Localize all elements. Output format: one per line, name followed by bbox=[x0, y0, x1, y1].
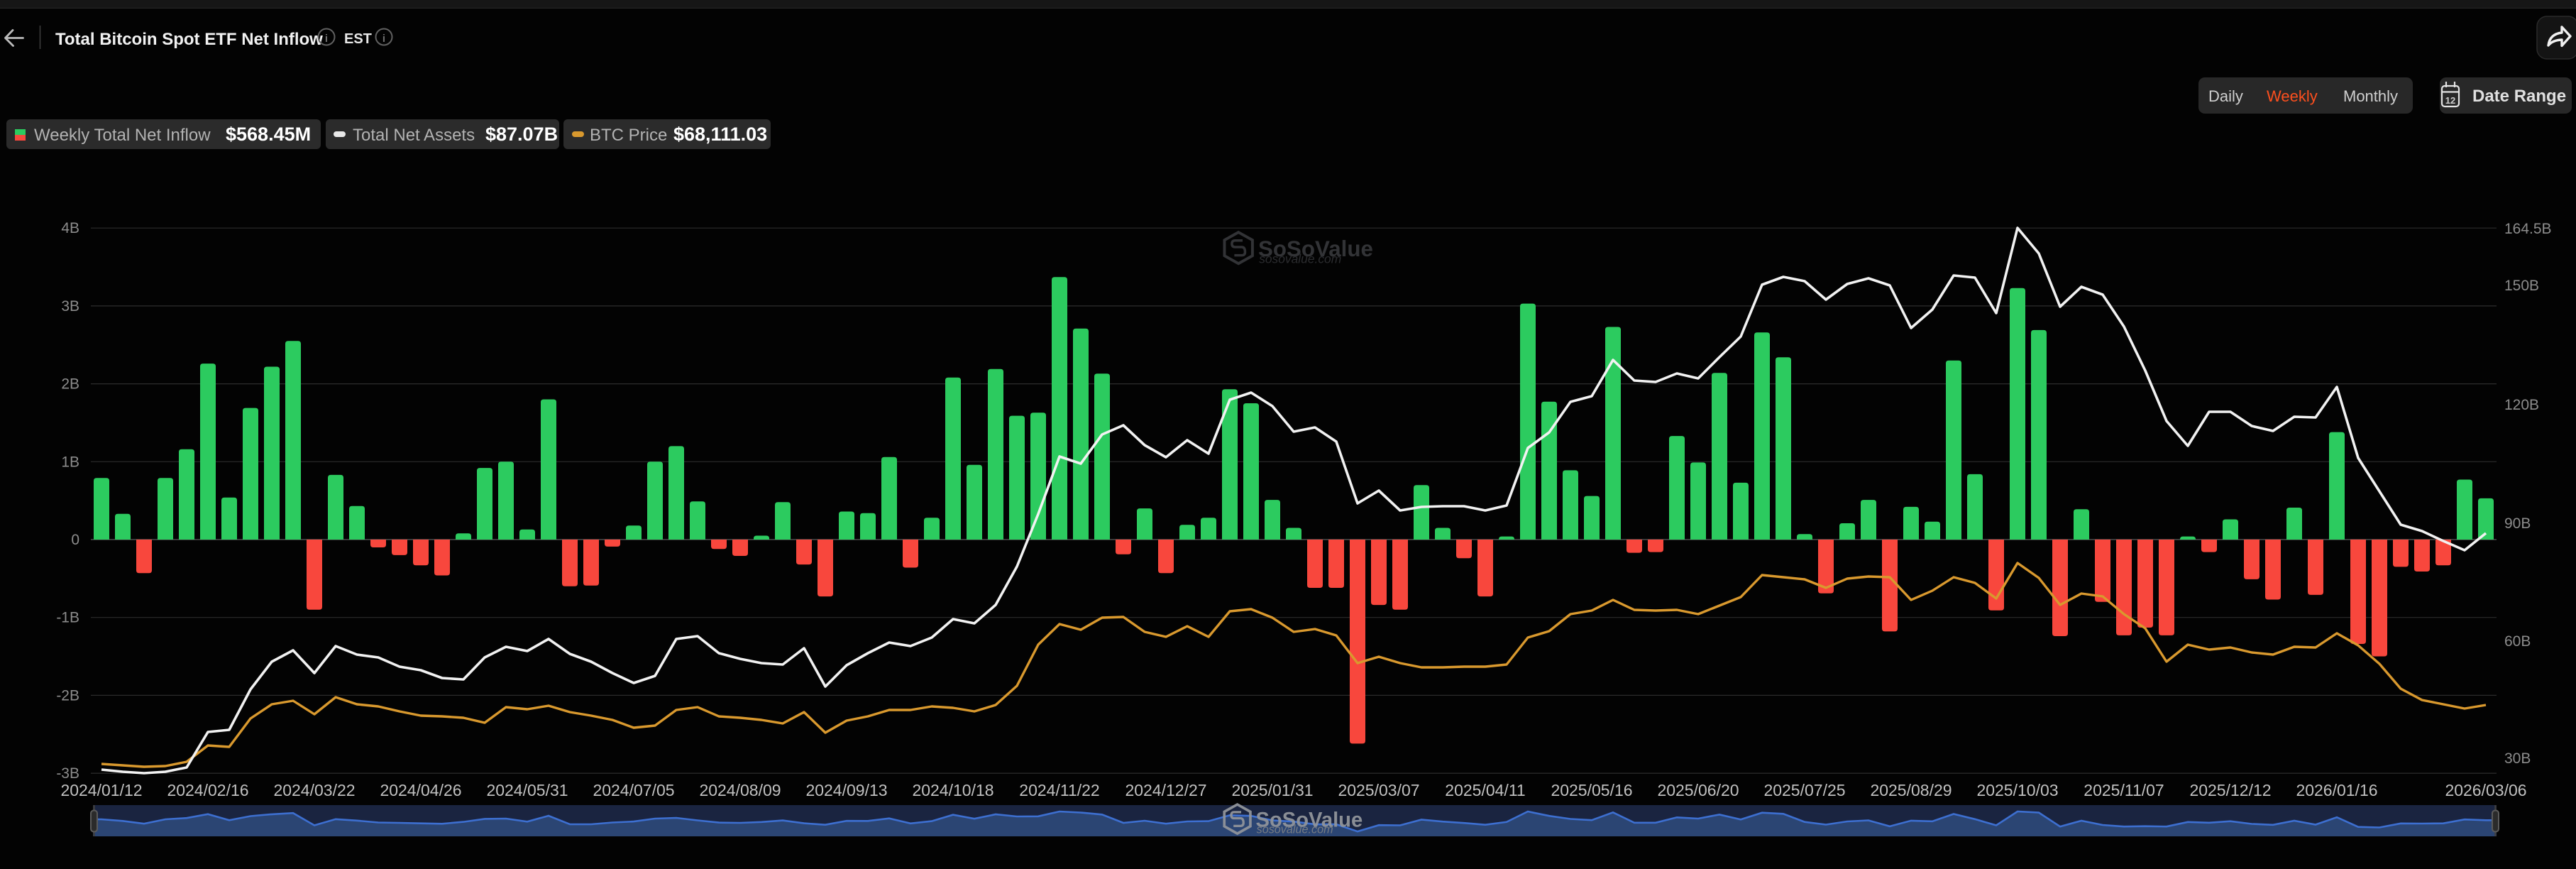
svg-text:2024/02/16: 2024/02/16 bbox=[167, 781, 248, 799]
svg-text:Total Bitcoin Spot ETF Net Inf: Total Bitcoin Spot ETF Net Inflow bbox=[55, 30, 323, 49]
svg-text:2024/01/12: 2024/01/12 bbox=[60, 781, 142, 799]
svg-text:2024/04/26: 2024/04/26 bbox=[380, 781, 461, 799]
svg-text:i: i bbox=[325, 33, 328, 45]
svg-text:2024/12/27: 2024/12/27 bbox=[1125, 781, 1206, 799]
svg-text:SoSoValue: SoSoValue bbox=[1258, 236, 1373, 261]
svg-text:-1B: -1B bbox=[56, 610, 79, 626]
svg-text:sosovalue.com: sosovalue.com bbox=[1257, 824, 1333, 836]
svg-text:60B: 60B bbox=[2504, 633, 2531, 650]
svg-text:2025/08/29: 2025/08/29 bbox=[1870, 781, 1952, 799]
svg-text:Monthly: Monthly bbox=[2343, 87, 2398, 105]
svg-text:Weekly Total Net Inflow: Weekly Total Net Inflow bbox=[34, 126, 211, 145]
svg-text:2025/07/25: 2025/07/25 bbox=[1763, 781, 1845, 799]
svg-text:$568.45M: $568.45M bbox=[226, 124, 311, 145]
svg-text:2024/11/22: 2024/11/22 bbox=[1019, 781, 1099, 799]
svg-text:$68,111.03: $68,111.03 bbox=[673, 124, 767, 145]
svg-text:i: i bbox=[382, 33, 385, 45]
svg-text:2024/03/22: 2024/03/22 bbox=[273, 781, 355, 799]
svg-text:BTC Price: BTC Price bbox=[590, 126, 667, 145]
svg-text:2026/03/06: 2026/03/06 bbox=[2445, 781, 2526, 799]
svg-text:90B: 90B bbox=[2504, 515, 2531, 532]
svg-text:sosovalue.com: sosovalue.com bbox=[1259, 252, 1341, 266]
svg-text:4B: 4B bbox=[61, 220, 79, 236]
svg-text:2025/11/07: 2025/11/07 bbox=[2084, 781, 2164, 799]
svg-text:EST: EST bbox=[344, 31, 372, 47]
svg-text:Date Range: Date Range bbox=[2472, 87, 2566, 106]
svg-text:12: 12 bbox=[2445, 95, 2455, 106]
svg-text:-3B: -3B bbox=[56, 765, 79, 782]
svg-text:2B: 2B bbox=[61, 376, 79, 393]
svg-text:2025/04/11: 2025/04/11 bbox=[1445, 781, 1525, 799]
svg-text:Total Net Assets: Total Net Assets bbox=[353, 126, 475, 145]
svg-text:2024/09/13: 2024/09/13 bbox=[805, 781, 887, 799]
svg-text:150B: 150B bbox=[2504, 278, 2539, 294]
svg-text:164.5B: 164.5B bbox=[2504, 221, 2552, 237]
svg-text:3B: 3B bbox=[61, 298, 79, 315]
svg-text:2024/08/09: 2024/08/09 bbox=[699, 781, 781, 799]
svg-text:2025/10/03: 2025/10/03 bbox=[1976, 781, 2058, 799]
svg-text:0: 0 bbox=[71, 532, 79, 548]
svg-text:$87.07B: $87.07B bbox=[485, 124, 558, 145]
svg-text:2025/01/31: 2025/01/31 bbox=[1231, 781, 1313, 799]
svg-text:2026/01/16: 2026/01/16 bbox=[2296, 781, 2377, 799]
svg-text:2025/03/07: 2025/03/07 bbox=[1338, 781, 1419, 799]
svg-text:2025/06/20: 2025/06/20 bbox=[1657, 781, 1739, 799]
svg-text:Daily: Daily bbox=[2208, 87, 2243, 105]
svg-text:2025/05/16: 2025/05/16 bbox=[1551, 781, 1632, 799]
svg-text:30B: 30B bbox=[2504, 750, 2531, 767]
svg-text:120B: 120B bbox=[2504, 397, 2539, 413]
svg-text:2024/10/18: 2024/10/18 bbox=[912, 781, 993, 799]
svg-text:Weekly: Weekly bbox=[2267, 87, 2318, 105]
svg-text:-2B: -2B bbox=[56, 687, 79, 704]
svg-text:2025/12/12: 2025/12/12 bbox=[2189, 781, 2271, 799]
svg-text:1B: 1B bbox=[61, 454, 79, 470]
svg-text:2024/05/31: 2024/05/31 bbox=[486, 781, 568, 799]
svg-text:2024/07/05: 2024/07/05 bbox=[593, 781, 674, 799]
svg-text:SoSoValue: SoSoValue bbox=[1256, 809, 1363, 831]
